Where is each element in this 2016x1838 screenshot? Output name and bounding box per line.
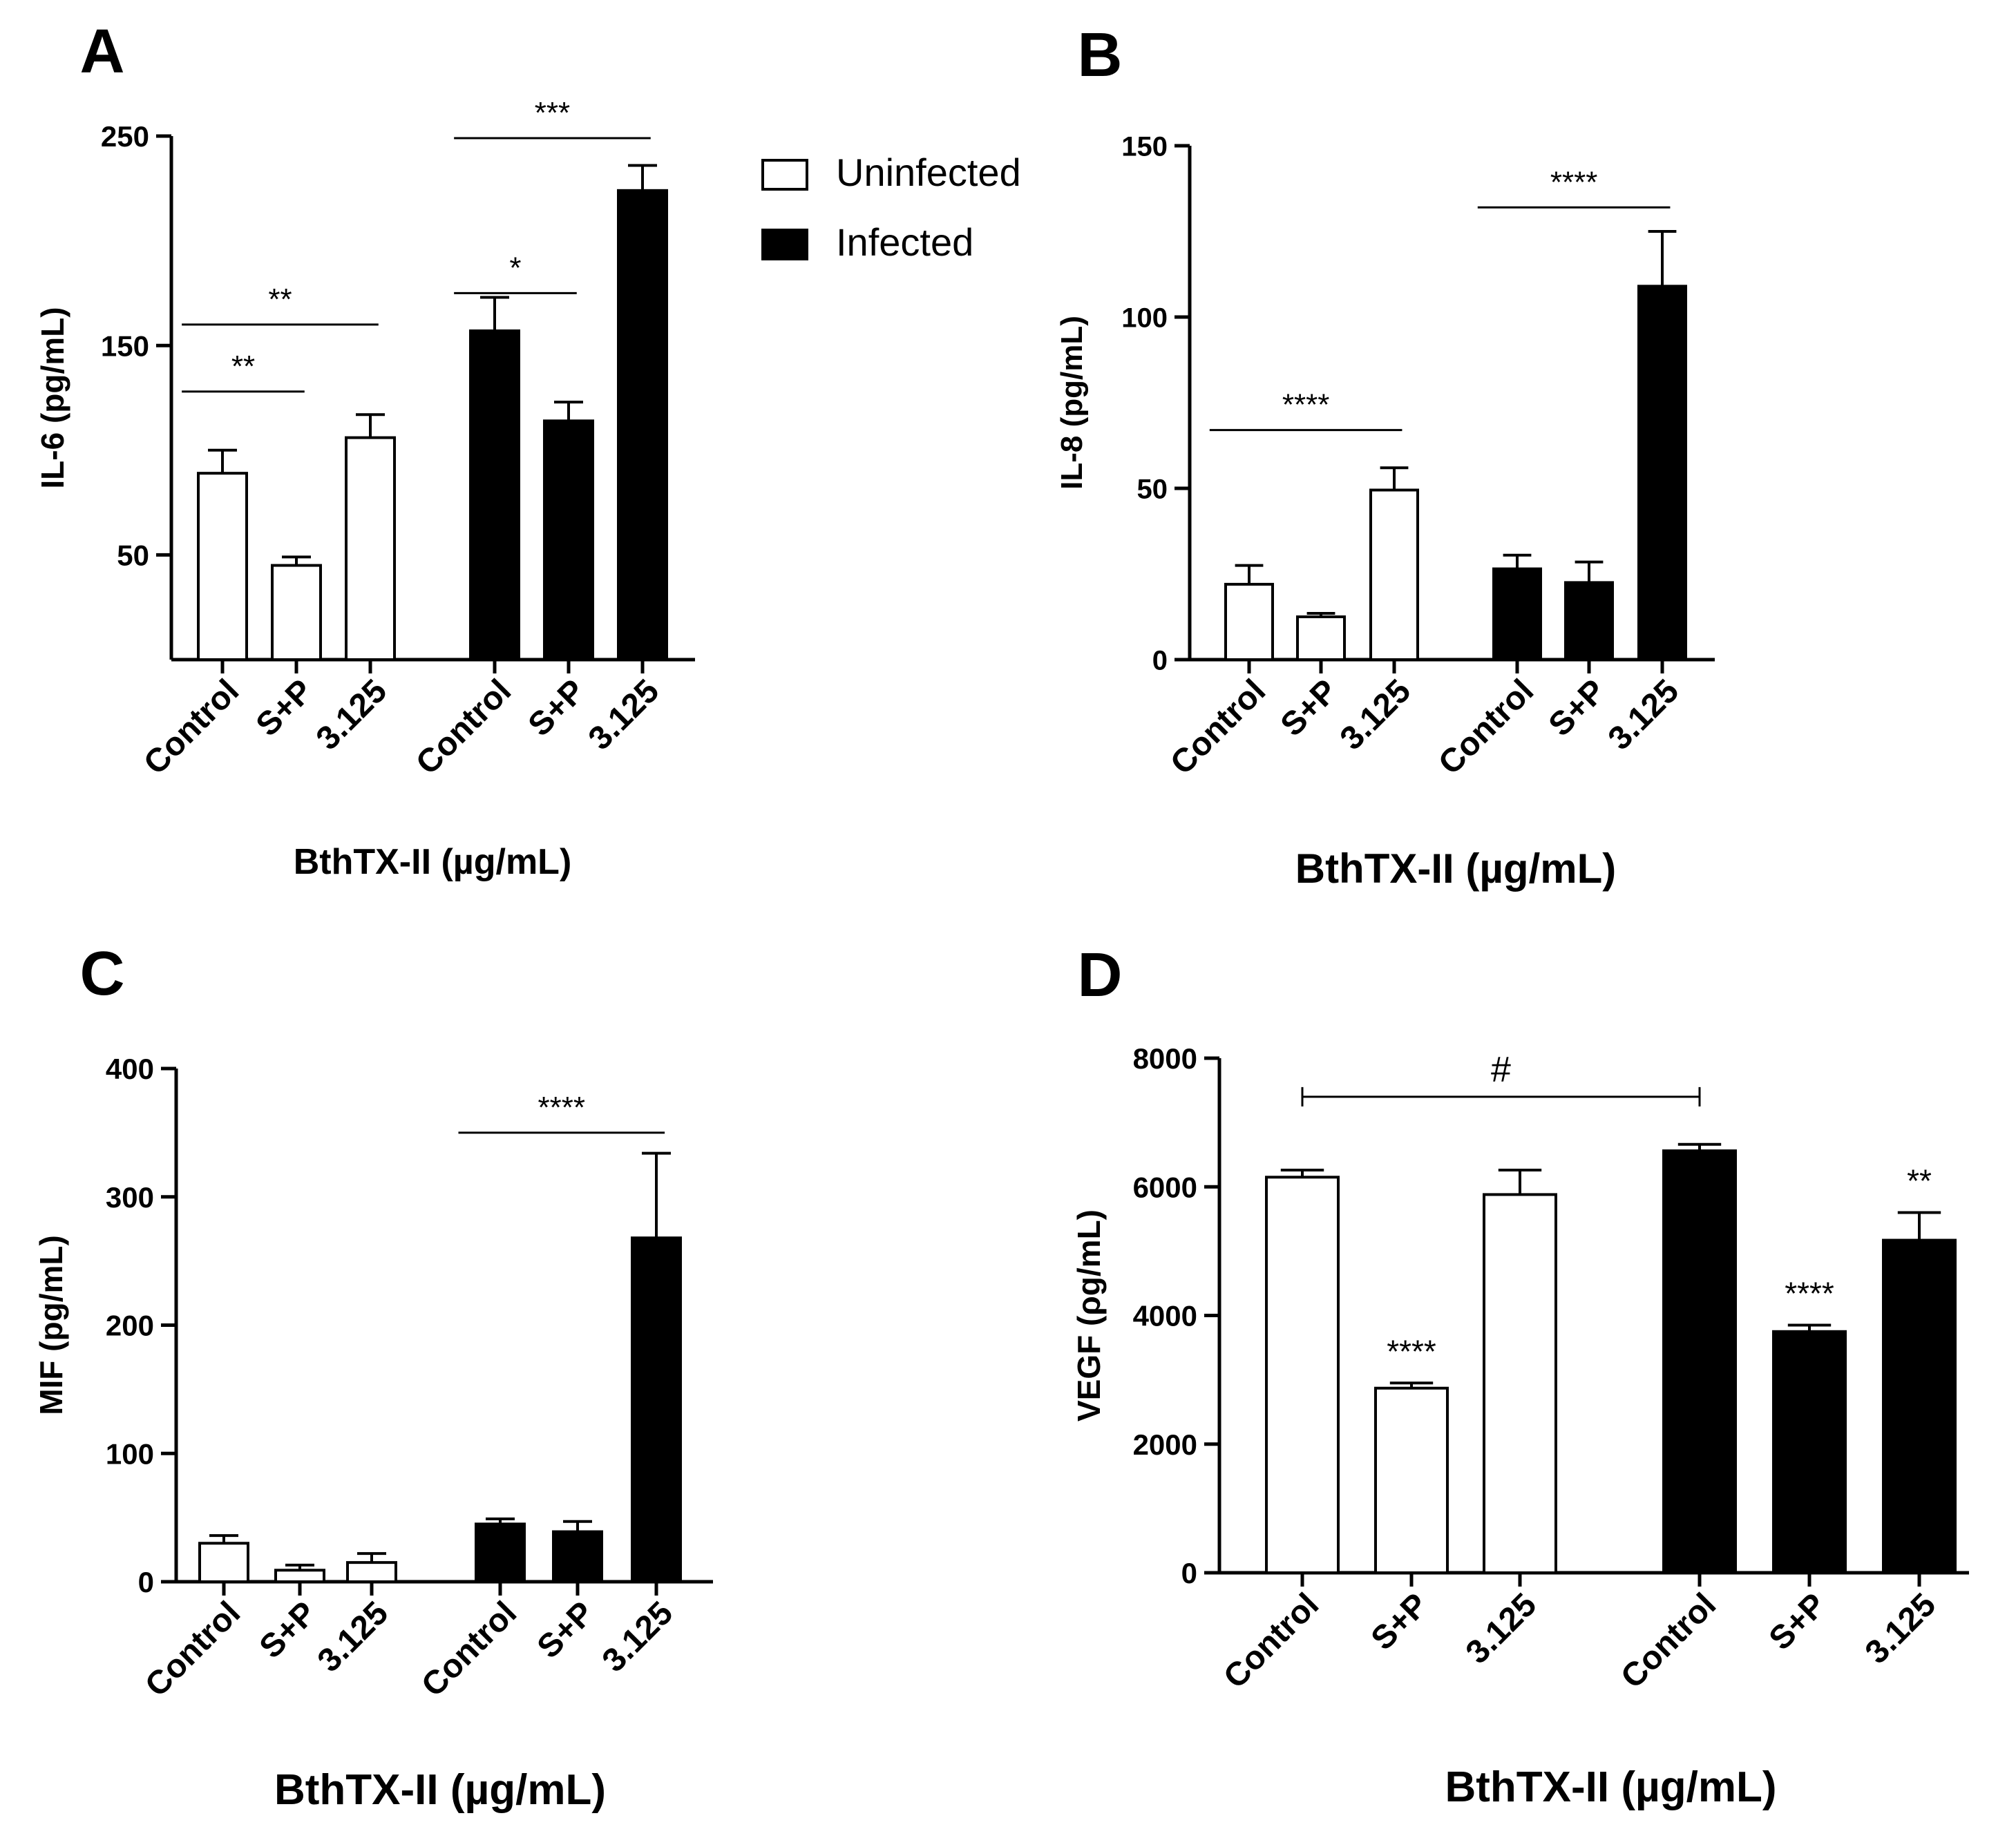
y-axis-label: IL-8 (pg/mL) [1055,316,1089,490]
y-tick-label: 250 [101,120,149,153]
chart-panel-d: D 0 2000 4000 6000 8000 Control S+P **** 3.125 Con… [1071,941,1969,1811]
y-tick-label: 100 [1121,303,1168,333]
y-tick-label: 0 [1181,1557,1197,1589]
bar-significance-label: ** [1907,1163,1932,1199]
category-label: Control [1217,1587,1326,1696]
y-tick-label: 150 [101,329,149,362]
category-label: S+P [1762,1587,1834,1658]
bar-uninfected-2 [1483,1193,1557,1575]
category-label: 3.125 [1601,673,1686,757]
bar-uninfected-2 [346,1561,397,1583]
bar-significance-label: **** [1387,1333,1436,1369]
category-label: 3.125 [596,1595,680,1679]
y-tick-label: 50 [117,539,149,572]
bar-infected-0 [1662,1149,1737,1574]
panel-letter: A [80,17,125,86]
bar-uninfected-0 [197,472,248,661]
y-tick-label: 2000 [1133,1428,1197,1461]
significance-label: *** [535,96,570,130]
category-label: S+P [249,673,321,744]
y-tick-label: 0 [138,1566,154,1598]
bar-uninfected-0 [1224,582,1274,662]
significance-label: ** [268,283,292,316]
bar-significance-label: **** [1785,1275,1834,1311]
category-label: Control [409,673,518,782]
panel-letter: B [1078,21,1123,90]
category-label: 3.125 [311,1595,395,1679]
legend-label: Uninfected [836,151,1021,194]
bar-infected-2 [617,189,668,662]
y-tick-label: 200 [106,1310,154,1342]
category-label: S+P [522,673,593,744]
category-label: Control [1432,673,1541,782]
panel-letter: C [80,939,125,1008]
x-axis-label: BthTX-II (µg/mL) [1445,1763,1777,1811]
bar-infected-0 [1492,567,1542,661]
significance-label: **** [1550,165,1598,199]
y-tick-label: 6000 [1133,1171,1197,1203]
bar-uninfected-0 [1265,1176,1340,1574]
bar-infected-1 [1564,581,1614,662]
bar-uninfected-1 [1296,615,1346,661]
category-label: 3.125 [310,673,394,757]
category-label: 3.125 [1858,1587,1943,1671]
y-tick-label: 150 [1121,131,1168,162]
category-label: Control [415,1595,524,1704]
legend-swatch-infected [761,229,808,260]
bar-infected-1 [543,419,594,661]
y-tick-label: 300 [106,1181,154,1214]
category-label: S+P [1364,1587,1436,1658]
bar-infected-1 [552,1530,603,1584]
legend-swatch-uninfected [761,159,808,191]
x-axis-label: BthTX-II (µg/mL) [274,1766,606,1814]
bar-infected-0 [469,329,520,661]
significance-label: **** [1282,388,1330,422]
y-axis-label: MIF (pg/mL) [33,1235,69,1415]
bar-infected-0 [475,1522,526,1584]
bar-uninfected-1 [271,564,322,661]
significance-label: ** [231,350,255,383]
category-label: S+P [531,1595,602,1666]
y-tick-label: 4000 [1133,1300,1197,1332]
category-label: 3.125 [1333,673,1418,757]
y-tick-label: 400 [106,1053,154,1085]
legend: Uninfected Infected [761,151,1021,264]
bar-infected-1 [1772,1330,1847,1574]
category-label: 3.125 [1459,1587,1543,1671]
bar-infected-2 [1637,285,1687,661]
y-tick-label: 8000 [1133,1042,1197,1075]
y-tick-label: 50 [1137,474,1168,504]
significance-label: **** [538,1091,586,1124]
bar-uninfected-2 [1369,488,1419,661]
category-label: Control [1163,673,1273,782]
y-axis-label: IL-6 (pg/mL) [35,307,70,488]
x-axis-label: BthTX-II (µg/mL) [294,842,572,882]
significance-label: * [509,251,521,285]
panel-letter: D [1078,941,1123,1010]
bar-uninfected-0 [198,1542,249,1583]
category-label: Control [138,1595,247,1704]
bar-uninfected-1 [274,1569,325,1583]
bar-infected-2 [631,1236,682,1583]
category-label: Control [1614,1587,1723,1696]
y-tick-label: 0 [1152,645,1168,676]
legend-label: Infected [836,220,973,264]
bar-infected-2 [1882,1238,1957,1574]
bar-uninfected-1 [1374,1386,1449,1574]
significance-label: # [1491,1050,1511,1090]
y-tick-label: 100 [106,1437,154,1470]
category-label: 3.125 [582,673,666,757]
bar-uninfected-2 [345,436,396,661]
category-label: Control [137,673,246,782]
y-axis-label: VEGF (ρg/mL) [1071,1209,1107,1421]
x-axis-label: BthTX-II (µg/mL) [1295,845,1616,892]
